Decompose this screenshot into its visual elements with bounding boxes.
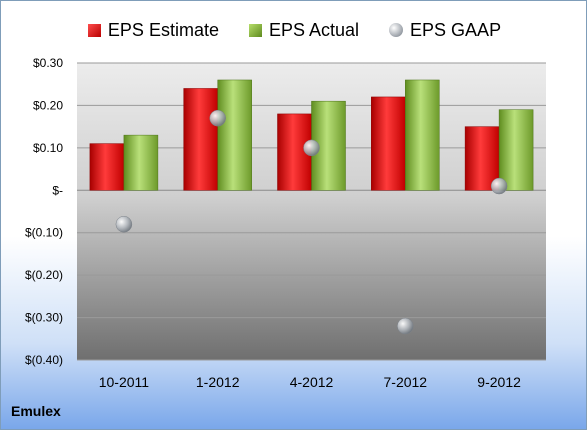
legend-label-actual: EPS Actual [268,19,360,40]
dot-eps-gaap [115,215,133,233]
estimate-swatch [87,23,101,37]
y-tick-label: $- [52,183,63,197]
bar-eps-actual [405,79,440,191]
x-tick-label: 9-2012 [477,374,521,390]
legend-item-estimate: EPS Estimate [87,18,219,42]
gaap-swatch [389,23,404,37]
bar-eps-estimate [89,143,125,191]
y-tick-label: $(0.40) [25,353,63,367]
y-tick-label: $0.30 [33,56,63,70]
x-tick-label: 4-2012 [290,374,334,390]
legend-item-gaap: EPS GAAP [389,18,501,42]
legend: EPS Estimate EPS Actual EPS GAAP [1,18,587,42]
legend-item-actual: EPS Actual [248,18,360,42]
y-tick-label: $0.20 [33,98,63,112]
actual-swatch [248,23,262,37]
bar-eps-estimate [464,126,500,191]
dot-eps-gaap [490,177,508,195]
x-tick-label: 7-2012 [384,374,428,390]
bar-eps-estimate [371,96,406,191]
legend-label-gaap: EPS GAAP [410,19,502,40]
bar-eps-estimate [183,88,218,191]
legend-label-estimate: EPS Estimate [107,19,219,40]
y-tick-label: $(0.30) [25,311,63,325]
y-tick-label: $(0.20) [25,268,63,282]
dot-eps-gaap [209,109,226,127]
y-tick-label: $0.10 [33,141,63,155]
bar-eps-actual [123,134,159,191]
company-name: Emulex [11,403,61,419]
dot-eps-gaap [303,139,320,157]
dot-eps-gaap [397,317,414,335]
x-tick-label: 1-2012 [196,374,240,390]
y-tick-label: $(0.10) [25,226,63,240]
bar-eps-actual [217,79,252,191]
bar-eps-actual [498,109,534,191]
x-tick-label: 10-2011 [99,374,150,390]
